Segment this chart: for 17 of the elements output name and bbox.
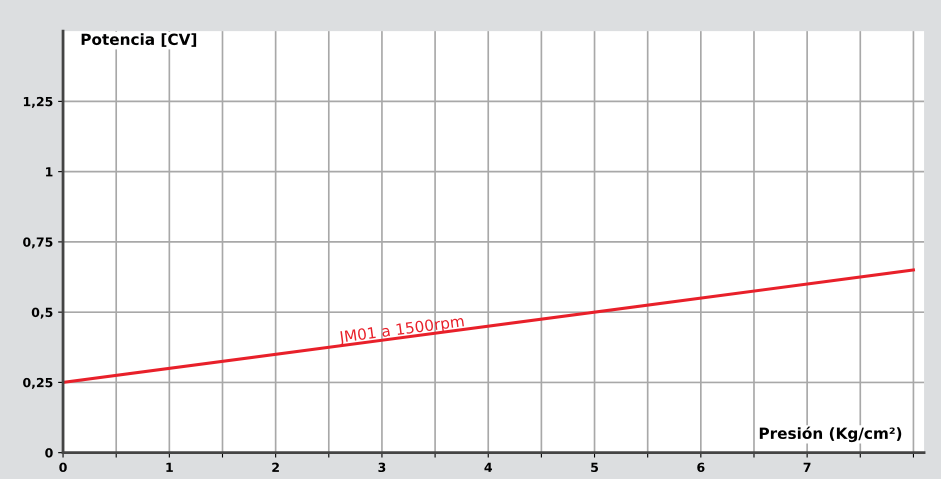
y-tick-label: 0	[45, 448, 53, 458]
x-axis-title: Presión (Kg/cm²)	[760, 426, 902, 442]
x-tick-label: 1	[166, 462, 173, 472]
y-tick-label: 1	[46, 167, 52, 176]
y-tick-label: 0,25	[23, 378, 52, 389]
y-axis-title: Potencia [CV]	[82, 33, 196, 47]
y-tick-label: 0,75	[23, 237, 52, 248]
x-tick-label: 3	[378, 462, 386, 472]
x-tick-label: 5	[591, 462, 598, 472]
y-tick-label: 0,5	[32, 308, 52, 319]
x-tick-label: 7	[804, 462, 810, 472]
y-tick-label: 1,25	[24, 96, 52, 108]
x-tick-label: 0	[59, 462, 67, 472]
x-tick-label: 2	[272, 462, 279, 472]
x-tick-label: 6	[697, 462, 705, 472]
text: JM01 a 1500rpm	[338, 314, 464, 346]
x-tick-label: 4	[484, 462, 492, 472]
